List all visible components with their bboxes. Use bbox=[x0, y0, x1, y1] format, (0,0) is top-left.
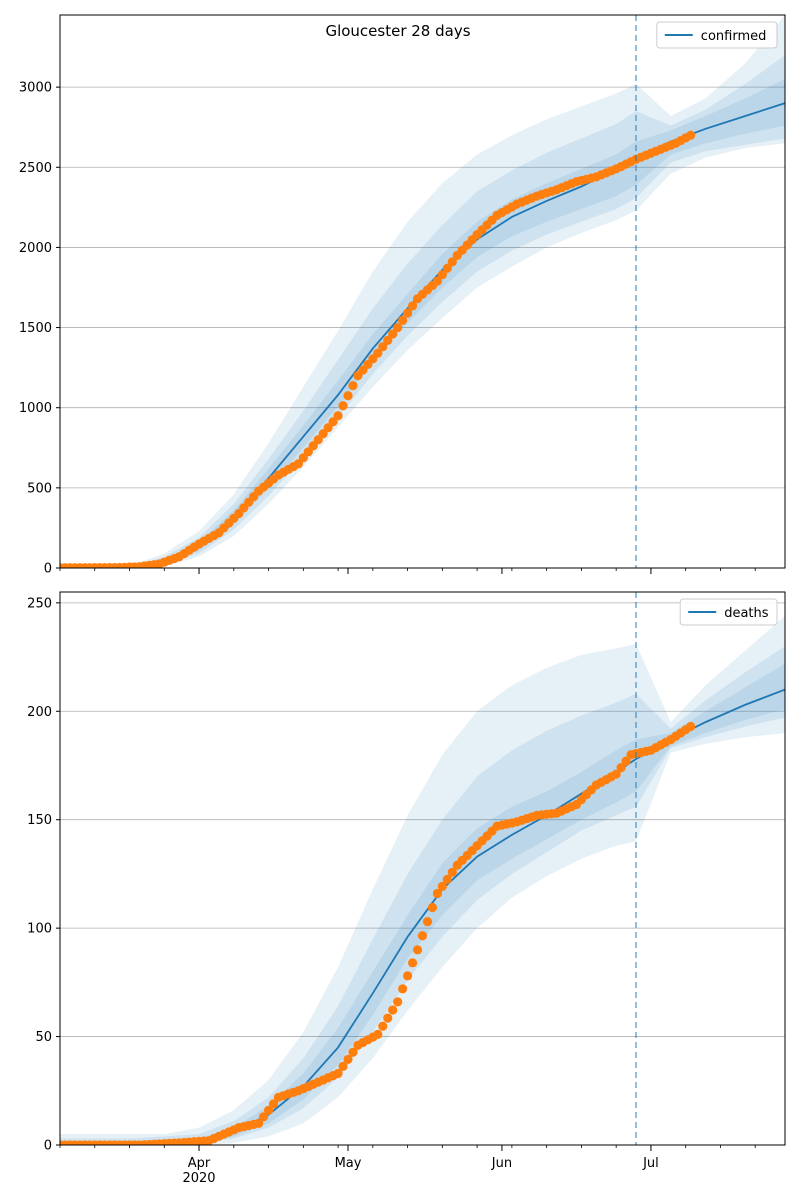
confirmed-observed-point bbox=[437, 270, 447, 280]
deaths-observed-point bbox=[378, 1021, 388, 1031]
deaths-band-2 bbox=[60, 646, 785, 1145]
deaths-ytick-label: 50 bbox=[35, 1030, 52, 1045]
confirmed-ytick-label: 1000 bbox=[19, 401, 52, 416]
deaths-observed-point bbox=[333, 1068, 343, 1079]
deaths-ytick-label: 150 bbox=[27, 813, 52, 828]
confirmed-observed-point bbox=[383, 335, 393, 345]
confirmed-observed-point bbox=[686, 130, 696, 140]
confirmed-legend: confirmed bbox=[656, 21, 778, 49]
deaths-observed-point bbox=[686, 721, 696, 732]
deaths-observed-point bbox=[258, 1112, 269, 1122]
deaths-ytick-label: 100 bbox=[27, 922, 52, 937]
deaths-observed-point bbox=[407, 958, 418, 968]
confirmed-observed-point bbox=[432, 276, 442, 286]
deaths-observed-point bbox=[403, 971, 413, 981]
deaths-band-1 bbox=[60, 615, 785, 1145]
deaths-observed-point bbox=[432, 888, 442, 899]
confirmed-observed-point bbox=[373, 348, 383, 358]
confirmed-observed-point bbox=[348, 381, 358, 391]
deaths-observed-point bbox=[398, 984, 408, 994]
deaths-observed-point bbox=[254, 1118, 264, 1128]
deaths-observed-point bbox=[263, 1105, 274, 1115]
deaths-observed-point bbox=[383, 1013, 393, 1023]
deaths-observed-point bbox=[442, 874, 452, 884]
deaths-ytick-label: 250 bbox=[27, 596, 52, 611]
deaths-observed-point bbox=[348, 1047, 358, 1057]
confirmed-observed-point bbox=[407, 301, 418, 311]
confirmed-ytick-label: 2000 bbox=[19, 241, 52, 256]
deaths-ytick-label: 200 bbox=[27, 705, 52, 720]
deaths-observed-point bbox=[412, 945, 423, 955]
confirmed-observed-point bbox=[403, 308, 413, 318]
deaths-observed-point bbox=[268, 1099, 279, 1109]
deaths-legend-label: deaths bbox=[724, 606, 769, 621]
deaths-xtick-label: May bbox=[335, 1156, 362, 1171]
confirmed-ytick-label: 3000 bbox=[19, 81, 52, 96]
deaths-observed-point bbox=[417, 931, 428, 941]
deaths-ytick-label: 0 bbox=[44, 1139, 52, 1154]
deaths-observed-point bbox=[343, 1054, 353, 1064]
confirmed-observed-point bbox=[333, 411, 343, 421]
deaths-observed-point bbox=[616, 763, 626, 773]
confirmed-ytick-label: 0 bbox=[44, 562, 52, 577]
deaths-plot-area bbox=[60, 615, 785, 1145]
deaths-axes-frame bbox=[59, 591, 786, 1146]
confirmed-plot-area bbox=[60, 15, 785, 568]
confirmed-ytick-label: 1500 bbox=[19, 321, 52, 336]
confirmed-legend-box bbox=[656, 21, 778, 49]
chart-title: Gloucester 28 days bbox=[325, 22, 470, 40]
deaths-xtick-label: Apr bbox=[188, 1156, 211, 1171]
confirmed-observed-point bbox=[447, 257, 457, 267]
confirmed-panel: 0 500 1000 1500 2000 2500 3000 confirmed bbox=[19, 14, 786, 577]
deaths-legend: deaths bbox=[679, 598, 778, 626]
confirmed-band-2 bbox=[60, 55, 785, 568]
deaths-xtick-sublabel: 2020 bbox=[182, 1171, 215, 1186]
deaths-observed-point bbox=[393, 997, 403, 1007]
deaths-observed-point bbox=[437, 881, 447, 891]
deaths-xtick-label: Jun bbox=[491, 1156, 512, 1171]
deaths-observed-point bbox=[388, 1005, 398, 1015]
confirmed-ytick-label: 500 bbox=[27, 481, 52, 496]
deaths-legend-box bbox=[679, 598, 778, 626]
deaths-observed-point bbox=[611, 769, 621, 779]
confirmed-ytick-label: 2500 bbox=[19, 161, 52, 176]
confirmed-observed-point bbox=[338, 401, 348, 411]
deaths-observed-point bbox=[621, 756, 631, 766]
deaths-observed-point bbox=[427, 902, 438, 913]
confirmed-observed-point bbox=[378, 342, 388, 352]
deaths-xtick-label: Jul bbox=[642, 1156, 659, 1171]
confirmed-observed-point bbox=[442, 263, 452, 273]
confirmed-observed-point bbox=[393, 322, 403, 333]
deaths-observed-point bbox=[373, 1029, 383, 1039]
deaths-observed-point bbox=[447, 867, 457, 877]
confirmed-observed-point bbox=[343, 391, 353, 401]
deaths-observed-point bbox=[422, 917, 433, 927]
confirmed-legend-label: confirmed bbox=[701, 29, 767, 44]
confirmed-axes-frame bbox=[59, 14, 786, 569]
confirmed-observed-point bbox=[398, 315, 408, 325]
confirmed-band-3 bbox=[60, 79, 785, 568]
deaths-observed-point bbox=[338, 1061, 348, 1071]
confirmed-observed-point bbox=[388, 329, 398, 339]
